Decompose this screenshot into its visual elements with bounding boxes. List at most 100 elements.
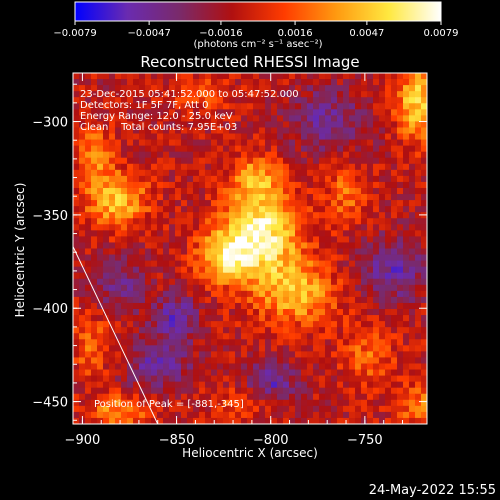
heatmap-cell xyxy=(355,187,362,195)
heatmap-cell xyxy=(169,121,176,128)
heatmap-cell xyxy=(295,175,302,183)
heatmap-cell xyxy=(109,387,116,395)
heatmap-cell xyxy=(109,109,116,116)
heatmap-cell xyxy=(259,284,266,292)
heatmap-cell xyxy=(289,139,296,147)
heatmap-cell xyxy=(223,127,230,134)
y-tick-label: −350 xyxy=(32,209,68,224)
heatmap-cell xyxy=(373,357,380,364)
heatmap-cell xyxy=(391,79,398,86)
heatmap-cell xyxy=(391,169,398,177)
heatmap-cell xyxy=(133,194,140,201)
heatmap-cell xyxy=(271,417,278,424)
heatmap-cell xyxy=(127,381,134,389)
heatmap-cell xyxy=(109,97,116,104)
heatmap-cell xyxy=(295,309,302,316)
heatmap-cell xyxy=(259,309,266,316)
heatmap-cell xyxy=(175,145,182,153)
heatmap-cell xyxy=(421,97,427,104)
heatmap-cell xyxy=(211,369,218,376)
heatmap-cell xyxy=(367,254,374,261)
heatmap-cell xyxy=(313,357,320,364)
heatmap-cell xyxy=(247,73,254,80)
heatmap-cell xyxy=(355,103,362,110)
heatmap-cell xyxy=(133,212,140,219)
heatmap-cell xyxy=(349,127,356,134)
heatmap-cell xyxy=(277,145,284,153)
heatmap-cell xyxy=(175,157,182,165)
heatmap-cell xyxy=(271,218,278,225)
heatmap-cell xyxy=(337,169,344,177)
heatmap-cell xyxy=(247,230,254,237)
heatmap-cell xyxy=(355,109,362,116)
heatmap-cell xyxy=(409,115,416,122)
heatmap-cell xyxy=(331,315,338,322)
heatmap-cell xyxy=(223,175,230,183)
heatmap-cell xyxy=(169,321,176,328)
heatmap-cell xyxy=(289,266,296,274)
heatmap-cell xyxy=(247,260,254,268)
heatmap-cell xyxy=(253,296,260,304)
heatmap-cell xyxy=(331,266,338,274)
heatmap-cell xyxy=(145,206,152,213)
heatmap-cell xyxy=(121,73,128,80)
heatmap-cell xyxy=(193,73,200,80)
heatmap-cell xyxy=(103,109,110,116)
heatmap-cell xyxy=(421,302,427,310)
heatmap-cell xyxy=(187,302,194,310)
heatmap-cell xyxy=(343,91,350,98)
heatmap-cell xyxy=(115,73,122,80)
heatmap-cell xyxy=(97,79,104,86)
heatmap-cell xyxy=(73,187,80,195)
heatmap-cell xyxy=(343,278,350,286)
heatmap-cell xyxy=(91,369,98,376)
heatmap-cell xyxy=(391,375,398,383)
heatmap-cell xyxy=(361,91,368,98)
heatmap-cell xyxy=(139,200,146,207)
heatmap-cell xyxy=(139,224,146,231)
heatmap-cell xyxy=(379,224,386,231)
heatmap-cell xyxy=(151,139,158,147)
heatmap-cell xyxy=(235,369,242,376)
heatmap-cell xyxy=(175,181,182,189)
heatmap-cell xyxy=(349,266,356,274)
heatmap-cell xyxy=(151,272,158,280)
heatmap-cell xyxy=(295,133,302,140)
heatmap-cell xyxy=(385,339,392,346)
heatmap-cell xyxy=(181,157,188,165)
heatmap-cell xyxy=(307,169,314,177)
heatmap-cell xyxy=(163,369,170,376)
heatmap-cell xyxy=(313,181,320,189)
heatmap-cell xyxy=(307,321,314,328)
heatmap-cell xyxy=(349,248,356,255)
heatmap-cell xyxy=(361,248,368,255)
heatmap-cell xyxy=(373,254,380,261)
heatmap-cell xyxy=(349,345,356,352)
heatmap-cell xyxy=(385,103,392,110)
heatmap-cell xyxy=(361,206,368,213)
heatmap-cell xyxy=(247,79,254,86)
heatmap-cell xyxy=(181,145,188,153)
heatmap-cell xyxy=(313,284,320,292)
heatmap-cell xyxy=(409,345,416,352)
heatmap-cell xyxy=(259,206,266,213)
heatmap-cell xyxy=(79,103,86,110)
heatmap-cell xyxy=(421,254,427,261)
heatmap-cell xyxy=(85,302,92,310)
heatmap-cell xyxy=(349,181,356,189)
heatmap-cell xyxy=(247,417,254,424)
heatmap-cell xyxy=(151,290,158,298)
heatmap-cell xyxy=(271,309,278,316)
heatmap-cell xyxy=(337,272,344,280)
heatmap-cell xyxy=(415,224,422,231)
heatmap-cell xyxy=(247,115,254,122)
heatmap-cell xyxy=(385,284,392,292)
heatmap-cell xyxy=(265,127,272,134)
heatmap-cell xyxy=(295,145,302,153)
colorbar-tick-label: 0.0047 xyxy=(349,28,384,39)
heatmap-cell xyxy=(85,97,92,104)
heatmap-cell xyxy=(409,127,416,134)
heatmap-cell xyxy=(313,230,320,237)
heatmap-cell xyxy=(349,399,356,407)
heatmap-cell xyxy=(421,248,427,255)
